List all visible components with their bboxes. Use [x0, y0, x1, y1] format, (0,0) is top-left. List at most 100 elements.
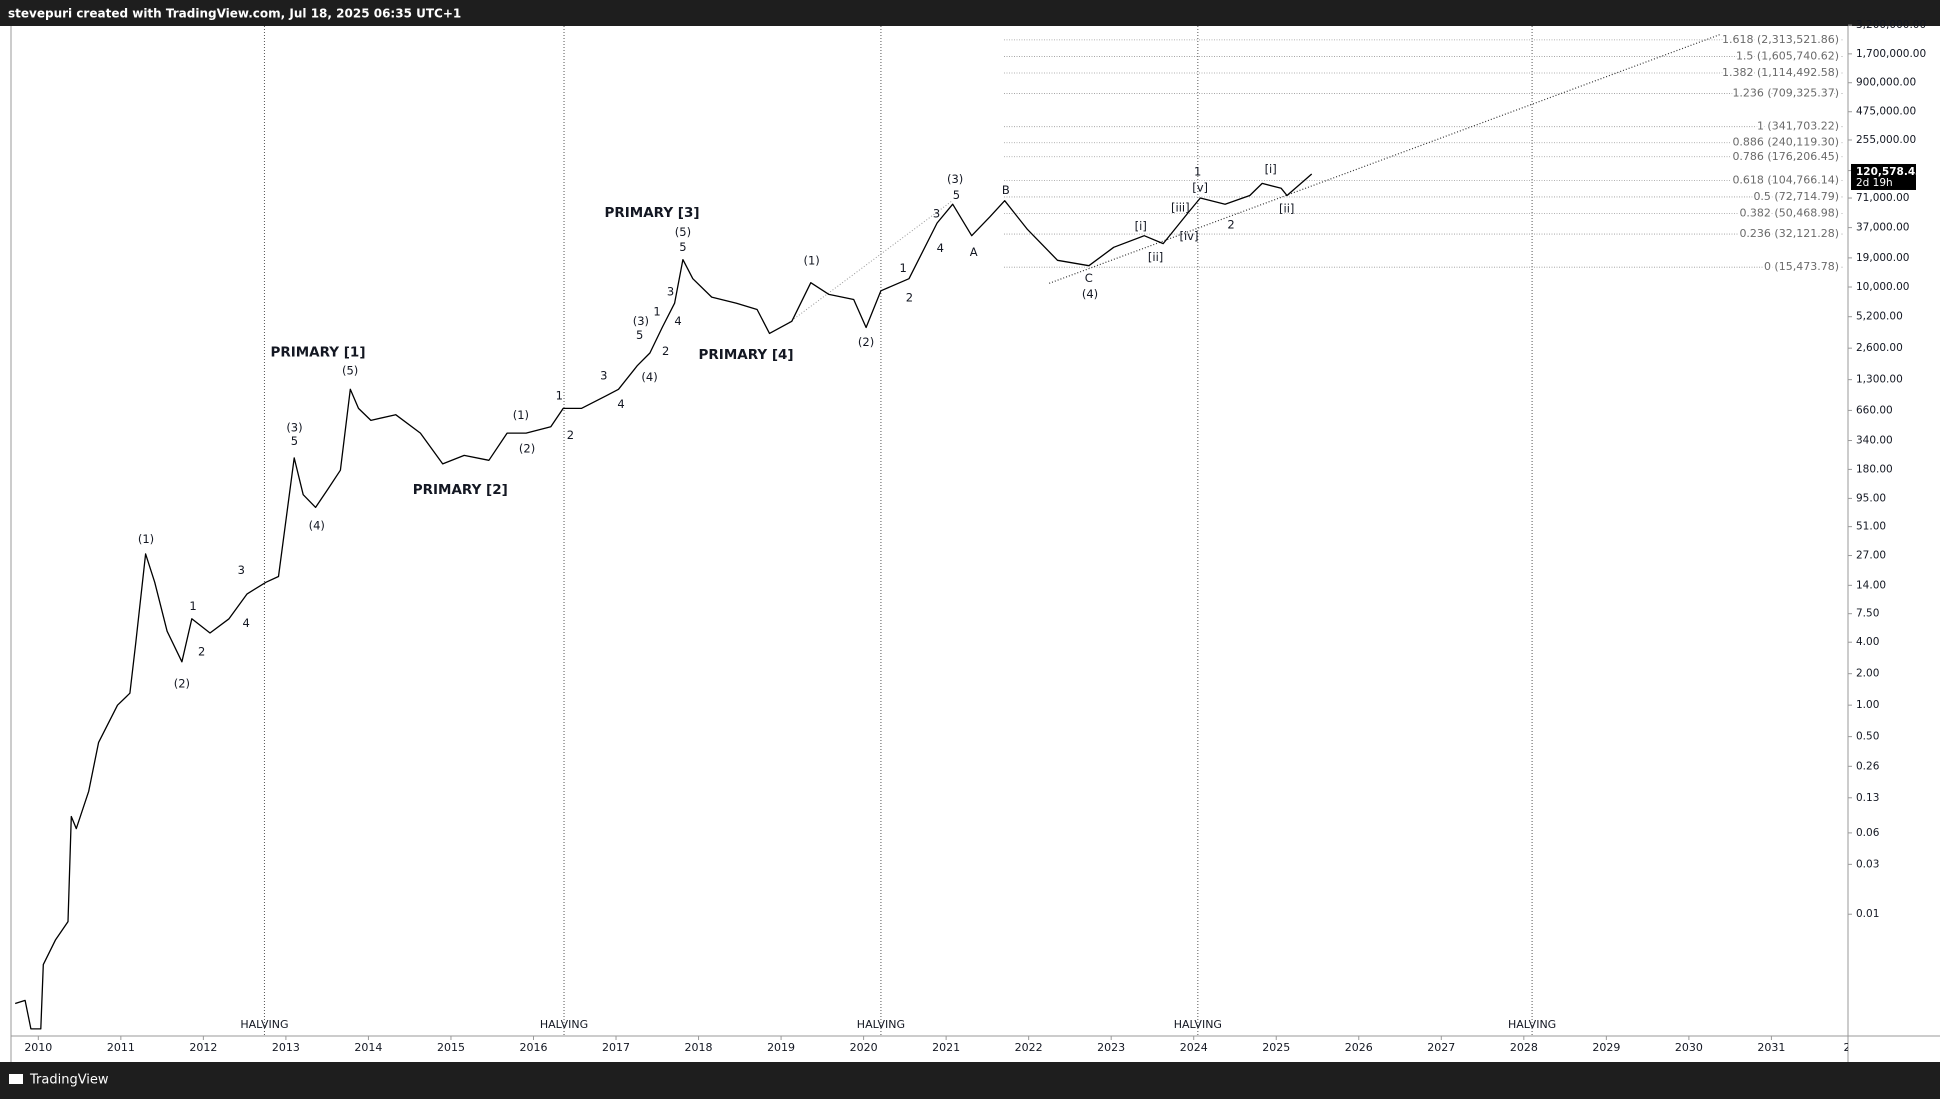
halving-label: HALVING [1174, 1018, 1222, 1031]
wave-label: 1 [1194, 164, 1201, 178]
y-tick-label: 5,200.00 [1856, 311, 1903, 323]
fib-level-label: 0.886 (240,119.30) [1732, 136, 1839, 149]
y-tick-label: 1,300.00 [1856, 374, 1903, 386]
x-tick-label: 2010 [24, 1041, 52, 1054]
y-tick-label: 37,000.00 [1856, 222, 1909, 234]
y-tick-label: 180.00 [1856, 463, 1893, 475]
fib-level-label: 1.618 (2,313,521.86) [1722, 33, 1839, 46]
wave-label: [i] [1265, 162, 1277, 176]
y-tick-label: 0.50 [1856, 731, 1879, 743]
x-tick-label: 2028 [1510, 1041, 1538, 1054]
wave-label: 2 [1227, 218, 1234, 232]
wave-label: 2 [662, 344, 669, 358]
x-tick-label: 2017 [602, 1041, 630, 1054]
wave-label: [i] [1135, 219, 1147, 233]
header-bar [0, 0, 1940, 26]
x-tick-label: 2027 [1427, 1041, 1455, 1054]
wave-label: (2) [519, 442, 535, 456]
wave-label: (5) [342, 364, 358, 378]
wave-label: (4) [1082, 287, 1098, 301]
wave-label: 5 [953, 188, 960, 202]
halving-label: HALVING [857, 1018, 905, 1031]
x-tick-label: 2014 [354, 1041, 382, 1054]
wave-label: PRIMARY [3] [604, 205, 699, 221]
y-tick-label: 51.00 [1856, 521, 1886, 533]
x-tick-label: 2016 [519, 1041, 547, 1054]
wave-label: 5 [679, 240, 686, 254]
wave-label: 3 [667, 284, 674, 298]
wave-label: (2) [858, 335, 874, 349]
y-tick-label: 71,000.00 [1856, 192, 1909, 204]
wave-label: [iv] [1180, 229, 1199, 243]
y-tick-label: 7.50 [1856, 608, 1879, 620]
x-tick-label: 2022 [1015, 1041, 1043, 1054]
wave-label: 4 [674, 314, 681, 328]
brand-logo [9, 1074, 23, 1084]
wave-label: 3 [600, 369, 607, 383]
y-tick-label: 900,000.00 [1856, 77, 1916, 89]
wave-label: C [1085, 271, 1093, 285]
wave-label: 2 [906, 291, 913, 305]
wave-label: (3) [633, 314, 649, 328]
y-tick-label: 19,000.00 [1856, 252, 1909, 264]
y-tick-label: 2.00 [1856, 668, 1879, 680]
trendline [1048, 34, 1720, 284]
halving-label: HALVING [240, 1018, 288, 1031]
fib-level-label: 0 (15,473.78) [1764, 260, 1839, 273]
wave-label: [iii] [1171, 200, 1190, 214]
halving-label: HALVING [1508, 1018, 1556, 1031]
wave-label: 2 [567, 428, 574, 442]
y-tick-label: 95.00 [1856, 492, 1886, 504]
x-tick-label: 2023 [1097, 1041, 1125, 1054]
last-price-label: 120,578.43 [1856, 166, 1922, 178]
y-tick-label: 0.26 [1856, 760, 1880, 772]
wave-label: 2 [198, 645, 205, 659]
wave-label: (4) [641, 370, 657, 384]
fib-level-label: 0.618 (104,766.14) [1732, 173, 1839, 186]
wave-label: 3 [238, 563, 245, 577]
halving-label: HALVING [540, 1018, 588, 1031]
y-tick-label: 0.01 [1856, 908, 1879, 920]
wave-label: A [970, 245, 978, 259]
wave-label: (1) [138, 532, 154, 546]
y-tick-label: 340.00 [1856, 435, 1893, 447]
y-tick-label: 0.06 [1856, 827, 1880, 839]
wave-label: 5 [291, 434, 298, 448]
wave-label: 4 [243, 616, 250, 630]
y-tick-label: 0.03 [1856, 858, 1879, 870]
fib-level-label: 0.786 (176,206.45) [1732, 150, 1839, 163]
x-tick-label: 2021 [932, 1041, 960, 1054]
y-tick-label: 14.00 [1856, 579, 1886, 591]
wave-label: 4 [937, 241, 944, 255]
wave-label: 1 [900, 261, 907, 275]
wave-label: PRIMARY [4] [699, 347, 794, 363]
x-tick-label: 2020 [850, 1041, 878, 1054]
wave-label: 1 [556, 388, 563, 402]
x-tick-label: 2013 [272, 1041, 300, 1054]
fib-level-label: 1.5 (1,605,740.62) [1736, 49, 1839, 62]
wave-label: 4 [617, 397, 624, 411]
footer-brand: TradingView [29, 1073, 109, 1088]
wave-label: [v] [1192, 181, 1208, 195]
x-tick-label: 2029 [1592, 1041, 1620, 1054]
fib-level-label: 1.236 (709,325.37) [1732, 87, 1839, 100]
wave-label: (1) [803, 254, 819, 268]
fib-level-label: 1.382 (1,114,492.58) [1722, 66, 1839, 79]
x-tick-label: 2031 [1757, 1041, 1785, 1054]
footer-bar [0, 1062, 1940, 1099]
wave-label: PRIMARY [1] [270, 345, 365, 361]
x-tick-label: 2026 [1345, 1041, 1373, 1054]
x-tick-label: 2018 [685, 1041, 713, 1054]
wave-label: 3 [933, 207, 940, 221]
fib-level-label: 0.5 (72,714.79) [1753, 190, 1839, 203]
wave-label: (5) [675, 225, 691, 239]
y-tick-label: 255,000.00 [1856, 134, 1916, 146]
y-tick-label: 27.00 [1856, 550, 1886, 562]
y-tick-label: 1,700,000.00 [1856, 48, 1926, 60]
x-tick-label: 2024 [1180, 1041, 1208, 1054]
wave-label: 5 [636, 328, 643, 342]
fib-level-label: 1 (341,703.22) [1757, 120, 1839, 133]
wave-label: (1) [513, 408, 529, 422]
